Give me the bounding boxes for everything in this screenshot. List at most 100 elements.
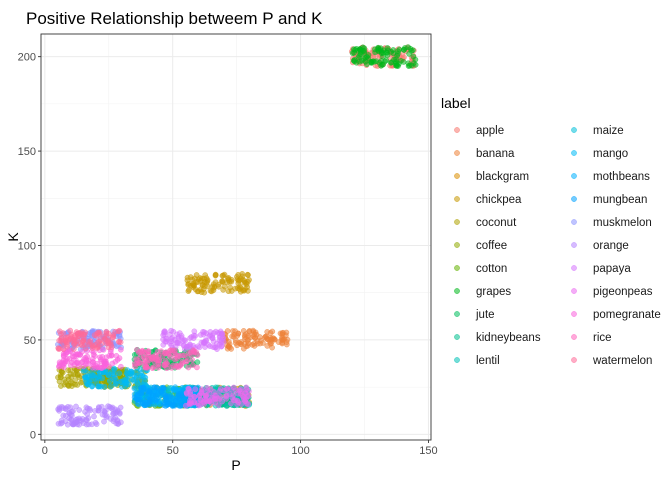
data-point: [245, 272, 251, 278]
legend-item-grapes: grapes: [454, 286, 511, 298]
legend-key: [454, 288, 460, 294]
data-point: [209, 335, 216, 341]
data-point: [112, 380, 119, 387]
legend-label: jute: [475, 309, 495, 321]
y-tick-label: 100: [18, 240, 36, 252]
legend-label: watermelon: [592, 355, 652, 367]
data-point: [198, 339, 205, 346]
data-point: [198, 396, 204, 403]
legend-key: [571, 219, 577, 225]
data-point: [74, 382, 81, 388]
data-point: [137, 373, 144, 379]
series-grapes: [349, 44, 419, 69]
data-point: [90, 343, 96, 350]
axes: 0 50 100 150 0 50 100 150 200: [18, 52, 438, 457]
data-point: [279, 330, 286, 337]
data-point: [216, 337, 223, 344]
legend-item-chickpea: chickpea: [454, 194, 522, 206]
data-point: [109, 360, 116, 367]
data-point: [412, 61, 419, 68]
data-point: [114, 418, 121, 425]
legend-item-mango: mango: [571, 148, 628, 160]
legend-label: grapes: [476, 286, 511, 298]
legend-label: coffee: [476, 240, 507, 252]
data-point: [154, 385, 161, 392]
y-axis-title: K: [5, 232, 21, 242]
data-point: [138, 387, 145, 394]
legend-item-cotton: cotton: [454, 263, 507, 275]
x-axis-title: P: [231, 457, 240, 473]
legend-item-pomegranate: pomegranate: [571, 309, 661, 321]
data-point: [199, 388, 206, 394]
data-point: [101, 333, 108, 340]
data-point: [86, 406, 93, 412]
data-point: [244, 393, 251, 400]
data-point: [105, 340, 112, 346]
data-point: [136, 359, 143, 366]
data-point: [219, 272, 226, 279]
data-point: [166, 331, 173, 338]
data-point: [242, 397, 248, 404]
data-point: [189, 276, 196, 283]
data-point: [408, 48, 415, 54]
data-point: [155, 362, 162, 368]
data-point: [223, 386, 230, 393]
data-point: [73, 403, 79, 410]
data-point: [109, 375, 116, 382]
data-point: [115, 328, 122, 335]
data-point: [162, 338, 169, 345]
legend-label: muskmelon: [593, 217, 652, 229]
data-point: [59, 369, 66, 376]
data-point: [101, 384, 108, 390]
data-point: [82, 329, 89, 336]
data-point: [76, 421, 83, 428]
data-point: [373, 58, 380, 65]
data-point: [258, 337, 264, 344]
legend-key: [571, 127, 577, 133]
data-point: [92, 419, 99, 426]
data-point: [69, 359, 75, 366]
legend-item-muskmelon: muskmelon: [571, 217, 652, 229]
legend-key: [571, 173, 577, 179]
data-point: [186, 286, 192, 293]
legend-key: [454, 173, 460, 179]
legend-key: [571, 334, 577, 340]
legend-item-orange: orange: [571, 240, 629, 252]
legend-label: pigeonpeas: [593, 286, 653, 298]
data-point: [224, 403, 230, 409]
data-point: [67, 333, 74, 340]
data-point: [267, 338, 273, 345]
data-point: [412, 56, 419, 63]
data-point: [283, 341, 290, 348]
data-point: [110, 332, 117, 338]
data-point: [79, 338, 86, 345]
data-point: [223, 395, 230, 402]
legend: label apple banana blackgram chickpea coconu…: [441, 95, 661, 367]
data-point: [230, 328, 236, 334]
y-tick-label: 150: [18, 146, 36, 158]
data-point: [72, 371, 79, 378]
data-point: [380, 50, 386, 56]
data-point: [133, 368, 140, 375]
legend-key: [454, 242, 460, 248]
legend-item-maize: maize: [571, 125, 624, 137]
legend-item-apple: apple: [454, 125, 504, 137]
y-tick-label: 0: [30, 429, 36, 441]
data-point: [133, 396, 140, 403]
data-point: [241, 332, 248, 339]
legend-item-pigeonpeas: pigeonpeas: [571, 286, 653, 298]
data-point: [137, 349, 144, 355]
legend-key: [571, 196, 577, 202]
legend-key: [454, 150, 460, 156]
data-point: [98, 365, 105, 372]
data-point: [197, 332, 204, 338]
data-point: [251, 331, 258, 338]
legend-key: [454, 127, 460, 133]
chart-title: Positive Relationship betweem P and K: [26, 9, 323, 28]
data-point: [219, 331, 225, 338]
series-orange: [55, 403, 124, 428]
data-point: [192, 386, 199, 393]
legend-key: [571, 288, 577, 294]
data-point: [70, 421, 77, 428]
